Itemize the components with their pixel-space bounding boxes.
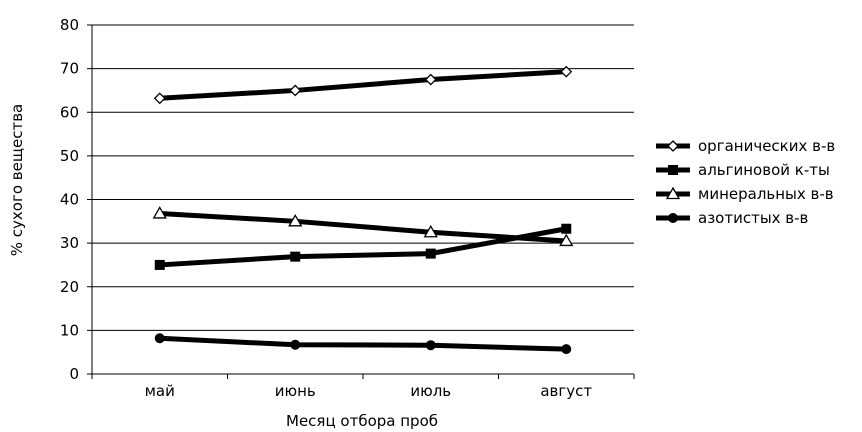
y-tick-label: 0 bbox=[69, 365, 79, 383]
legend-marker bbox=[667, 140, 679, 152]
data-point bbox=[153, 92, 166, 105]
legend-marker bbox=[665, 186, 681, 200]
data-point bbox=[424, 73, 437, 86]
data-point bbox=[559, 233, 574, 247]
x-tick-label: август bbox=[540, 382, 592, 400]
x-tick-label: май bbox=[145, 382, 175, 400]
legend-marker bbox=[668, 165, 678, 175]
series-line bbox=[159, 210, 567, 244]
y-tick-label: 80 bbox=[60, 16, 79, 34]
y-tick-label: 50 bbox=[60, 147, 79, 165]
x-tick-label: июнь bbox=[275, 382, 316, 400]
data-point bbox=[425, 248, 436, 259]
y-tick-labels: 0 10 20 30 40 50 60 70 80 bbox=[60, 16, 79, 383]
y-tick-label: 20 bbox=[60, 278, 79, 296]
x-tick-labels: май июнь июль август bbox=[145, 382, 593, 400]
y-axis-title: % сухого вещества bbox=[8, 104, 26, 256]
data-point bbox=[290, 251, 301, 262]
data-point bbox=[288, 214, 303, 227]
data-point bbox=[561, 223, 572, 234]
legend-label: органических в-в bbox=[698, 137, 835, 155]
legend-marker bbox=[668, 213, 678, 223]
y-tick-label: 70 bbox=[60, 60, 79, 78]
series-line bbox=[159, 226, 567, 268]
y-tick-label: 40 bbox=[60, 191, 79, 209]
y-tick-label: 10 bbox=[60, 321, 79, 339]
data-series bbox=[152, 65, 574, 355]
y-tick-label: 30 bbox=[60, 234, 79, 252]
legend: органических в-в альгиновой к-ты минеральн… bbox=[656, 137, 835, 227]
legend-item: альгиновой к-ты bbox=[656, 161, 830, 179]
series-diamond bbox=[153, 65, 573, 105]
series-line bbox=[159, 69, 567, 101]
gridlines bbox=[92, 24, 634, 331]
axes bbox=[87, 24, 635, 379]
legend-label: азотистых в-в bbox=[698, 209, 808, 227]
data-point bbox=[423, 224, 438, 238]
legend-item: органических в-в bbox=[656, 137, 835, 155]
x-tick-label: июль bbox=[410, 382, 451, 400]
series-square bbox=[154, 223, 572, 270]
series-triangle bbox=[152, 206, 574, 247]
data-point bbox=[289, 84, 302, 97]
data-point bbox=[290, 339, 301, 350]
legend-label: альгиновой к-ты bbox=[698, 161, 830, 179]
data-point bbox=[561, 344, 572, 355]
y-tick-label: 60 bbox=[60, 103, 79, 121]
x-axis-title: Месяц отбора проб bbox=[286, 412, 438, 430]
data-point bbox=[560, 65, 573, 78]
legend-item: минеральных в-в bbox=[656, 185, 834, 203]
data-point bbox=[154, 259, 165, 270]
data-point bbox=[154, 333, 165, 344]
series-circle bbox=[154, 333, 572, 355]
legend-item: азотистых в-в bbox=[656, 209, 808, 227]
series-line bbox=[159, 335, 567, 352]
data-point bbox=[425, 340, 436, 351]
legend-label: минеральных в-в bbox=[698, 185, 834, 203]
data-point bbox=[152, 206, 167, 219]
